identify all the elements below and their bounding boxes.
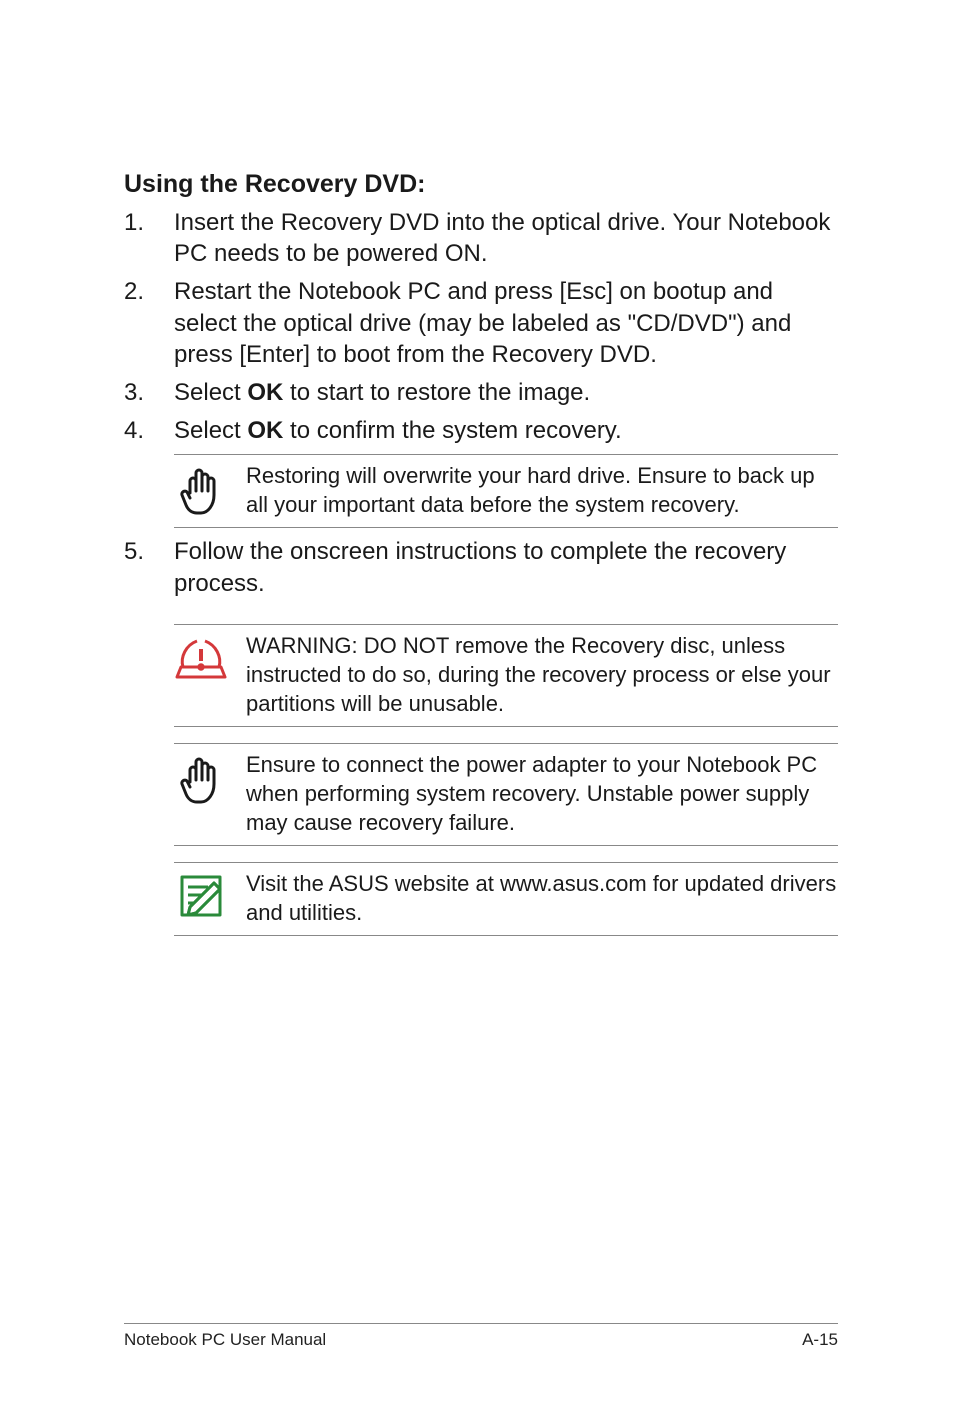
callout-text: Ensure to connect the power adapter to y… [246,750,838,837]
step-3: Select OK to start to restore the image. [124,377,838,409]
step-5: Follow the onscreen instructions to comp… [124,536,838,599]
callout-note: Visit the ASUS website at www.asus.com f… [174,862,838,936]
hand-icon [174,750,228,808]
note-icon [174,869,228,921]
footer-right: A-15 [802,1330,838,1350]
callout-text: WARNING: DO NOT remove the Recovery disc… [246,631,838,718]
footer-left: Notebook PC User Manual [124,1330,326,1350]
step-2: Restart the Notebook PC and press [Esc] … [124,276,838,371]
step-4: Select OK to confirm the system recovery… [124,415,838,447]
page-footer: Notebook PC User Manual A-15 [124,1323,838,1350]
callout-text: Visit the ASUS website at www.asus.com f… [246,869,838,927]
section-heading: Using the Recovery DVD: [124,168,838,201]
hand-icon [174,461,228,519]
callout-restore-overwrite: Restoring will overwrite your hard drive… [174,454,838,528]
callout-power: Ensure to connect the power adapter to y… [174,743,838,846]
callout-warning: WARNING: DO NOT remove the Recovery disc… [174,624,838,727]
step-1: Insert the Recovery DVD into the optical… [124,207,838,270]
callout-text: Restoring will overwrite your hard drive… [246,461,838,519]
warning-icon [174,631,228,683]
steps-list: Insert the Recovery DVD into the optical… [124,207,838,447]
